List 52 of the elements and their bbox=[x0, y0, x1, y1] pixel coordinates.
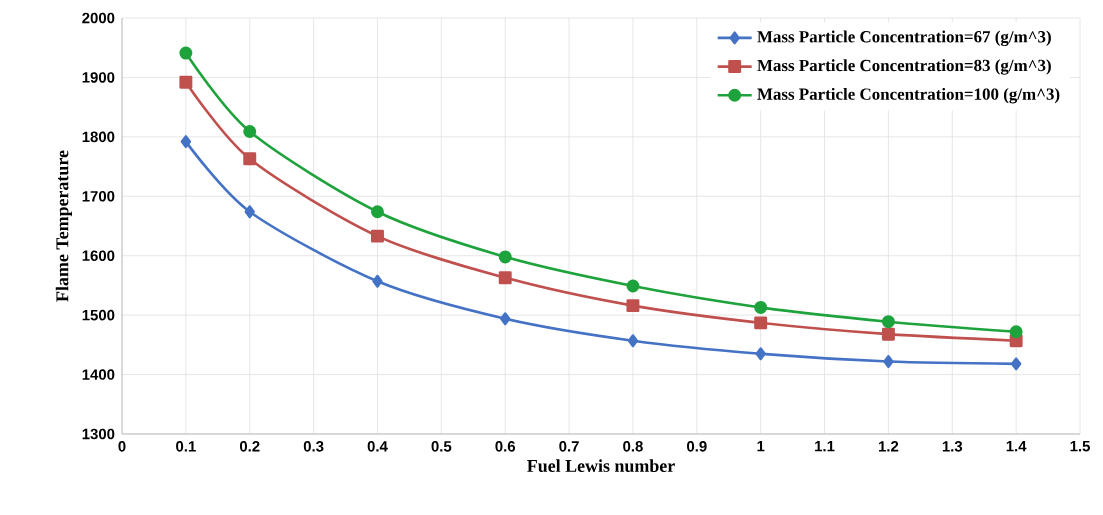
y-axis-title: Flame Temperature bbox=[55, 150, 73, 302]
legend-label: Mass Particle Concentration=67 (g/m^3) bbox=[757, 30, 1051, 47]
y-tick-label: 1300 bbox=[82, 428, 115, 440]
y-tick-label: 1700 bbox=[82, 190, 115, 202]
y-tick-label: 1800 bbox=[82, 131, 115, 143]
y-tick-label: 1400 bbox=[82, 369, 115, 380]
point bbox=[243, 152, 257, 166]
point bbox=[370, 229, 384, 243]
y-tick-label: 2000 bbox=[82, 12, 115, 24]
point bbox=[1010, 357, 1022, 371]
point bbox=[626, 279, 640, 293]
point bbox=[243, 125, 257, 138]
x-tick-label: 0.9 bbox=[687, 441, 707, 452]
point bbox=[755, 347, 766, 361]
x-tick-label: 0.6 bbox=[495, 441, 516, 452]
point bbox=[1009, 325, 1023, 339]
point bbox=[754, 300, 768, 314]
y-tick-label: 1900 bbox=[82, 72, 115, 83]
x-tick-label: 1.5 bbox=[1070, 441, 1090, 452]
point bbox=[498, 271, 512, 285]
point bbox=[372, 274, 383, 288]
x-tick-label: 0.7 bbox=[559, 441, 579, 452]
point bbox=[498, 250, 512, 264]
x-tick-label: 0.8 bbox=[623, 441, 643, 452]
point bbox=[370, 205, 384, 219]
legend-label: Mass Particle Concentration=83 (g/m^3) bbox=[757, 59, 1051, 75]
x-tick-label: 0.3 bbox=[303, 441, 324, 452]
x-tick-label: 0.5 bbox=[431, 441, 452, 452]
point bbox=[179, 75, 193, 89]
x-tick-label: 0.1 bbox=[176, 441, 196, 452]
point bbox=[179, 46, 193, 60]
point bbox=[754, 316, 768, 330]
x-tick-label: 0.4 bbox=[367, 441, 388, 452]
point bbox=[244, 205, 255, 219]
y-tick-label: 1600 bbox=[82, 250, 115, 262]
legend-label: Mass Particle Concentration=100 (g/m^3) bbox=[757, 87, 1060, 104]
x-tick-label: 1 bbox=[757, 441, 765, 452]
x-tick-label: 0.2 bbox=[239, 441, 260, 452]
x-tick-label: 1.1 bbox=[815, 441, 835, 452]
point bbox=[883, 355, 894, 368]
point bbox=[626, 299, 640, 313]
x-tick-label: 1.4 bbox=[1006, 441, 1027, 452]
x-tick-label: 1.2 bbox=[878, 441, 899, 452]
point bbox=[500, 312, 511, 326]
x-axis-title: Fuel Lewis number bbox=[527, 459, 675, 472]
point bbox=[881, 315, 895, 329]
point bbox=[627, 334, 639, 348]
x-tick-label: 1.3 bbox=[942, 441, 963, 452]
point bbox=[881, 327, 895, 341]
x-tick-label: 0 bbox=[118, 441, 126, 452]
point bbox=[180, 135, 192, 149]
y-tick-label: 1500 bbox=[82, 309, 115, 321]
